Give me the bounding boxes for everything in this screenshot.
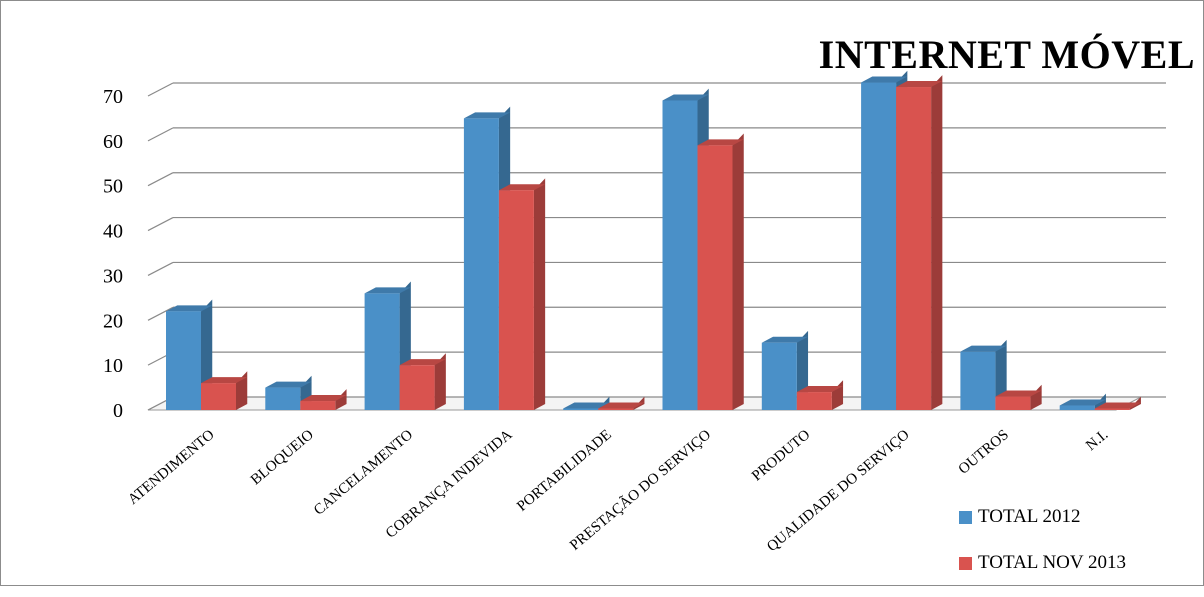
bar-front xyxy=(498,190,534,410)
bar-side xyxy=(434,353,446,410)
bar-front xyxy=(399,365,435,410)
bar-total-nov-2013 xyxy=(201,371,248,410)
gridline-diagonal xyxy=(147,172,174,187)
x-tick-label: PRODUTO xyxy=(749,427,813,485)
bar-total-nov-2013 xyxy=(697,133,744,411)
bar-front xyxy=(166,311,201,410)
bar-total-2012 xyxy=(364,281,411,410)
bar-total-nov-2013 xyxy=(300,389,347,410)
gridline-diagonal xyxy=(147,82,174,97)
bar-front xyxy=(796,392,832,410)
bar-total-2012 xyxy=(563,396,610,410)
gridlines xyxy=(147,82,1166,411)
bar-front xyxy=(563,408,599,410)
legend-swatch-red xyxy=(959,556,972,570)
y-tick-label: 10 xyxy=(103,355,123,377)
bar-top xyxy=(265,381,312,388)
bar-front xyxy=(265,387,301,410)
legend: TOTAL 2012 TOTAL NOV 2013 xyxy=(959,505,1126,597)
bar-front xyxy=(598,408,634,410)
legend-label: TOTAL 2012 xyxy=(978,506,1081,527)
bar-front xyxy=(201,383,236,410)
bar-side xyxy=(236,371,248,410)
bar-top xyxy=(399,359,446,366)
bar-top xyxy=(995,390,1042,397)
chart-title: INTERNET MÓVEL xyxy=(818,32,1195,77)
bar-top xyxy=(598,402,645,409)
bar-top xyxy=(300,395,347,402)
bar-total-nov-2013 xyxy=(796,380,844,410)
bar-total-nov-2013 xyxy=(995,384,1042,410)
bar-front xyxy=(960,351,996,410)
bar-total-nov-2013 xyxy=(399,353,446,410)
y-tick-label: 0 xyxy=(113,400,123,422)
bar-side xyxy=(732,133,744,410)
bar-front xyxy=(364,293,400,410)
x-tick-label: CANCELAMENTO xyxy=(311,427,416,519)
bar-total-nov-2013 xyxy=(896,75,943,411)
bar-front xyxy=(861,82,897,411)
bar-top xyxy=(662,94,709,101)
bar-top xyxy=(1094,402,1141,409)
y-tick-label: 50 xyxy=(103,176,123,198)
bar-side xyxy=(335,389,347,410)
bar-side xyxy=(533,178,546,410)
x-tick-label: BLOQUEIO xyxy=(248,427,317,489)
bar-top xyxy=(364,287,411,294)
gridline-diagonal xyxy=(147,261,174,276)
bar-top xyxy=(201,377,248,384)
y-tick-label: 70 xyxy=(103,86,123,108)
bar-top xyxy=(761,336,809,343)
bar-total-2012 xyxy=(761,330,809,410)
bar-top xyxy=(563,402,610,409)
y-tick-label: 20 xyxy=(103,310,123,332)
gridline-diagonal xyxy=(147,217,174,232)
bar-front xyxy=(697,145,733,411)
bar-top xyxy=(498,184,546,191)
bar-top xyxy=(861,76,908,83)
bar-front xyxy=(1094,408,1130,410)
x-tick-label: N.I. xyxy=(1083,427,1111,454)
bar-total-nov-2013 xyxy=(598,396,645,410)
y-tick-label: 40 xyxy=(103,221,123,243)
bar-front xyxy=(463,118,499,410)
legend-label: TOTAL NOV 2013 xyxy=(978,552,1127,573)
bar-total-2012 xyxy=(1059,393,1106,410)
x-tick-label: PORTABILIDADE xyxy=(514,427,615,515)
bar-front xyxy=(761,342,797,410)
bar-front xyxy=(1059,405,1095,410)
bar-top xyxy=(960,345,1007,352)
gridline-diagonal xyxy=(147,306,174,321)
y-axis-ticks: 0 10 20 30 40 50 60 70 xyxy=(103,86,123,422)
bar-top xyxy=(896,81,943,88)
bar-total-nov-2013 xyxy=(1094,396,1141,410)
bar-total-nov-2013 xyxy=(498,178,546,410)
bar-front xyxy=(662,100,698,410)
legend-item-total-2012: TOTAL 2012 xyxy=(959,505,1126,529)
bar-top xyxy=(166,305,213,312)
bar-front xyxy=(300,401,336,410)
gridline-diagonal xyxy=(147,127,174,142)
bars xyxy=(166,70,1141,411)
bar-top xyxy=(463,112,511,119)
bar-top xyxy=(796,386,844,393)
bar-front xyxy=(995,396,1031,410)
y-tick-label: 30 xyxy=(103,265,123,287)
bar-top xyxy=(697,139,744,146)
legend-item-total-nov-2013: TOTAL NOV 2013 xyxy=(959,551,1126,575)
bar-side xyxy=(831,380,844,410)
y-tick-label: 60 xyxy=(103,131,123,153)
bar-side xyxy=(931,75,943,410)
x-tick-label: OUTROS xyxy=(956,427,1012,478)
bar-top xyxy=(1059,399,1106,406)
bar-front xyxy=(896,87,932,411)
x-tick-label: ATENDIMENTO xyxy=(125,427,218,508)
legend-swatch-blue xyxy=(959,510,972,524)
